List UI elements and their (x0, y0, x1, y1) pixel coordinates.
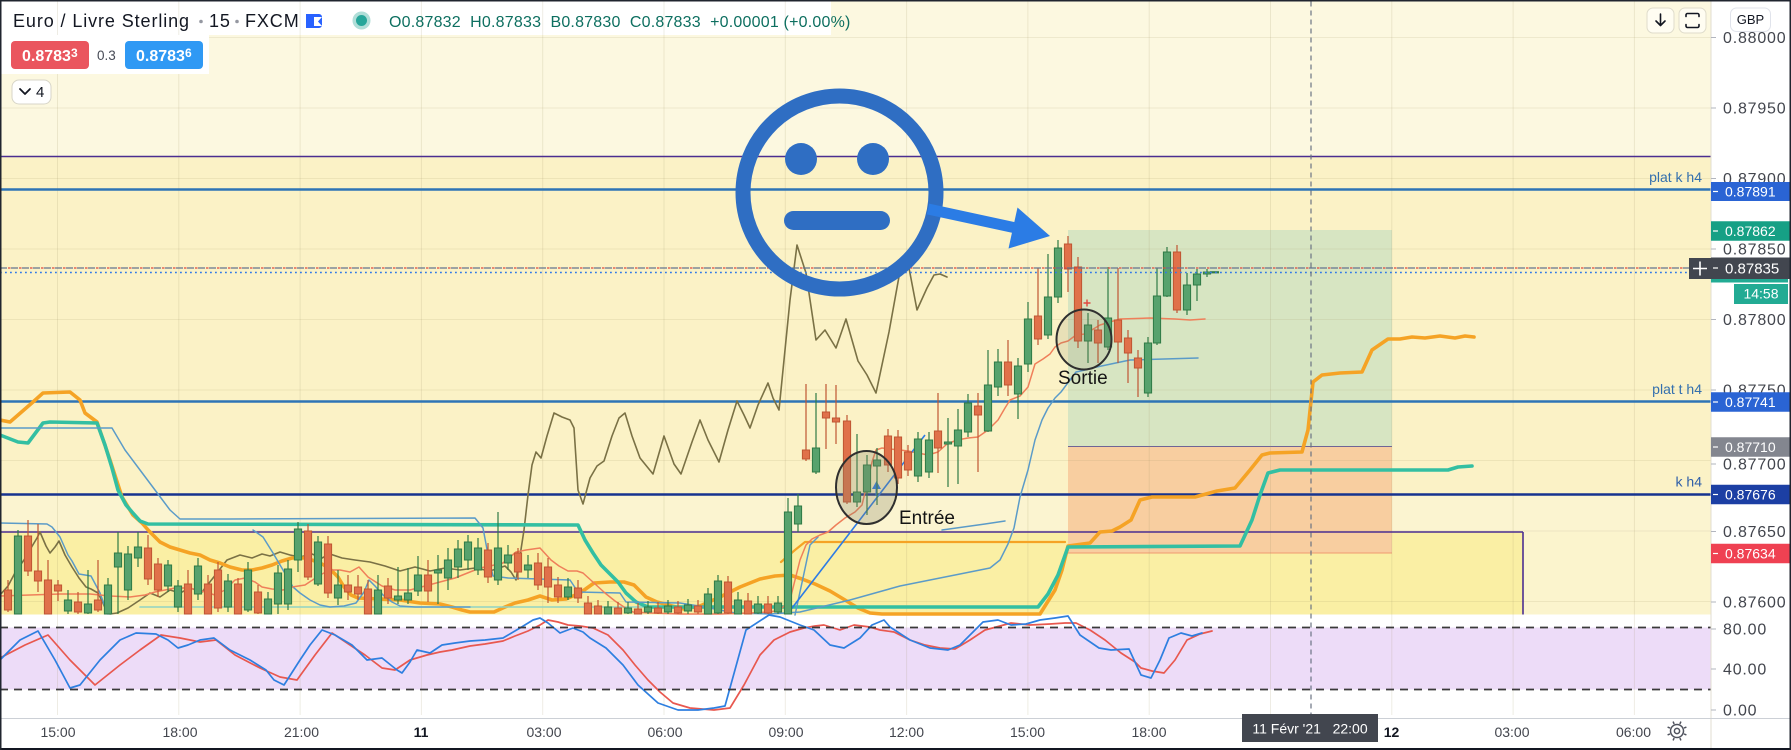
svg-text:12:00: 12:00 (889, 724, 924, 740)
svg-text:0.87836: 0.87836 (136, 46, 192, 65)
svg-text:0.87891: 0.87891 (1725, 184, 1776, 200)
svg-text:14:58: 14:58 (1743, 286, 1778, 302)
svg-text:FXCM: FXCM (245, 11, 300, 31)
svg-text:O0.87832 H0.87833 B0.87830: O0.87832 H0.87833 B0.87830 C0.87833 +0.0… (389, 14, 851, 31)
svg-text:Entrée: Entrée (899, 508, 955, 529)
svg-text:03:00: 03:00 (526, 724, 561, 740)
svg-text:Euro / Livre Sterling: Euro / Livre Sterling (13, 11, 190, 31)
svg-text:plat k h4: plat k h4 (1649, 169, 1702, 185)
svg-text:21:00: 21:00 (284, 724, 319, 740)
svg-text:0.87710: 0.87710 (1725, 439, 1776, 455)
svg-text:0.3: 0.3 (97, 48, 116, 63)
svg-text:0.88000: 0.88000 (1723, 30, 1786, 47)
svg-text:06:00: 06:00 (647, 724, 682, 740)
svg-text:80.00: 80.00 (1723, 622, 1767, 639)
svg-text:Sortie: Sortie (1058, 368, 1108, 389)
svg-text:15: 15 (209, 11, 231, 31)
svg-text:plat t h4: plat t h4 (1652, 381, 1702, 397)
svg-text:18:00: 18:00 (162, 724, 197, 740)
svg-text:15:00: 15:00 (1010, 724, 1045, 740)
svg-text:11: 11 (414, 724, 429, 740)
svg-text:40.00: 40.00 (1723, 662, 1767, 679)
svg-text:0.87700: 0.87700 (1723, 457, 1786, 474)
svg-text:0.87800: 0.87800 (1723, 312, 1786, 329)
svg-text:03:00: 03:00 (1494, 724, 1529, 740)
svg-text:0.87600: 0.87600 (1723, 595, 1786, 612)
svg-text:k h4: k h4 (1676, 474, 1703, 490)
svg-text:0.87676: 0.87676 (1725, 487, 1776, 503)
svg-text:0.87650: 0.87650 (1723, 524, 1786, 541)
svg-text:11 Févr '21 22:00: 11 Févr '21 22:00 (1252, 721, 1367, 737)
svg-text:4: 4 (36, 84, 44, 101)
svg-text:06:00: 06:00 (1616, 724, 1651, 740)
svg-text:18:00: 18:00 (1131, 724, 1166, 740)
svg-text:0.87634: 0.87634 (1725, 546, 1776, 562)
svg-text:0.87950: 0.87950 (1723, 101, 1786, 118)
svg-text:0.87850: 0.87850 (1723, 242, 1786, 259)
svg-text:09:00: 09:00 (768, 724, 803, 740)
svg-text:0.87835: 0.87835 (1725, 260, 1779, 277)
svg-text:0.00: 0.00 (1723, 703, 1757, 720)
svg-text:12: 12 (1384, 724, 1400, 740)
svg-text:0.87862: 0.87862 (1725, 223, 1776, 239)
svg-text:GBP: GBP (1737, 12, 1764, 27)
svg-text:15:00: 15:00 (40, 724, 75, 740)
svg-text:0.87741: 0.87741 (1725, 394, 1776, 410)
svg-text:0.87833: 0.87833 (22, 46, 78, 65)
